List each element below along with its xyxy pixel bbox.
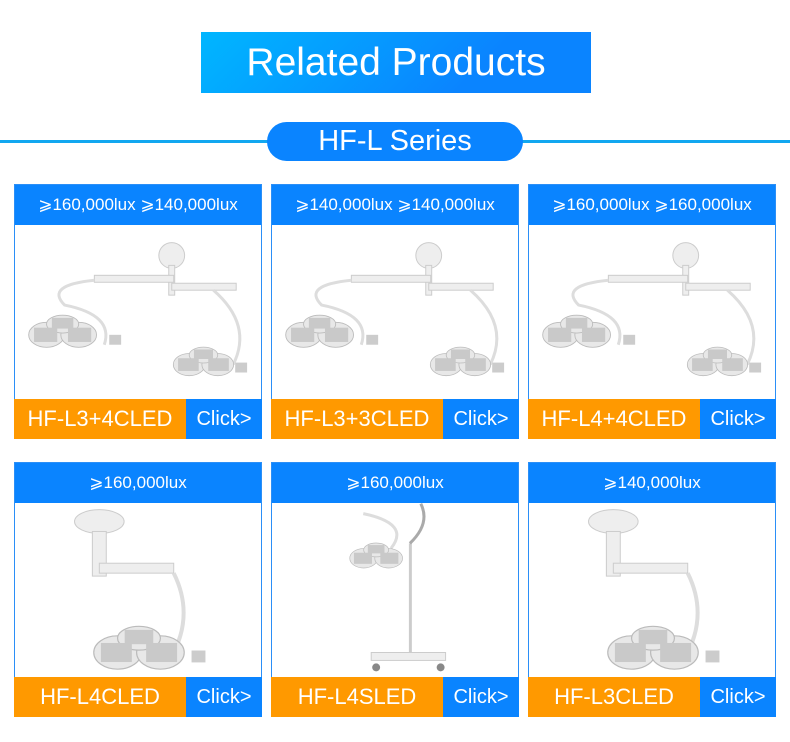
product-name: HF-L3+4CLED: [14, 399, 186, 439]
series-label: HF-L Series: [267, 122, 523, 161]
lux-rating: ⩾160,000lux ⩾160,000lux: [529, 185, 775, 225]
click-button[interactable]: Click>: [443, 677, 519, 717]
product-name: HF-L4+4CLED: [528, 399, 700, 439]
product-image[interactable]: [529, 503, 775, 678]
click-button[interactable]: Click>: [700, 677, 776, 717]
product-name: HF-L3+3CLED: [271, 399, 443, 439]
lux-rating: ⩾160,000lux ⩾140,000lux: [15, 185, 261, 225]
lux-rating: ⩾140,000lux ⩾140,000lux: [272, 185, 518, 225]
lamp-image: [28, 242, 248, 377]
lux-rating: ⩾160,000lux: [15, 463, 261, 503]
click-button[interactable]: Click>: [443, 399, 519, 439]
product-card[interactable]: ⩾140,000lux ⩾140,000lux HF-L3+3CLED Clic…: [271, 184, 519, 439]
product-name: HF-L4CLED: [14, 677, 186, 717]
lamp-image: [588, 509, 720, 670]
product-card[interactable]: ⩾160,000lux HF-L4SLED Click>: [271, 462, 519, 717]
lamp-image: [74, 509, 206, 670]
product-name: HF-L4SLED: [271, 677, 443, 717]
product-card[interactable]: ⩾160,000lux ⩾160,000lux HF-L4+4CLED Clic…: [528, 184, 776, 439]
click-button[interactable]: Click>: [186, 677, 262, 717]
product-image[interactable]: [15, 503, 261, 678]
lamp-image: [285, 242, 505, 377]
lamp-image: [349, 503, 447, 672]
product-card[interactable]: ⩾140,000lux HF-L3CLED Click>: [528, 462, 776, 717]
lamp-image: [542, 242, 762, 377]
product-card[interactable]: ⩾160,000lux HF-L4CLED Click>: [14, 462, 262, 717]
section-title: Related Products: [201, 32, 591, 93]
product-image[interactable]: [272, 503, 518, 678]
product-card[interactable]: ⩾160,000lux ⩾140,000lux HF-L3+4CLED Clic…: [14, 184, 262, 439]
product-image[interactable]: [529, 225, 775, 400]
click-button[interactable]: Click>: [186, 399, 262, 439]
product-image[interactable]: [272, 225, 518, 400]
product-name: HF-L3CLED: [528, 677, 700, 717]
click-button[interactable]: Click>: [700, 399, 776, 439]
product-image[interactable]: [15, 225, 261, 400]
lux-rating: ⩾140,000lux: [529, 463, 775, 503]
lux-rating: ⩾160,000lux: [272, 463, 518, 503]
